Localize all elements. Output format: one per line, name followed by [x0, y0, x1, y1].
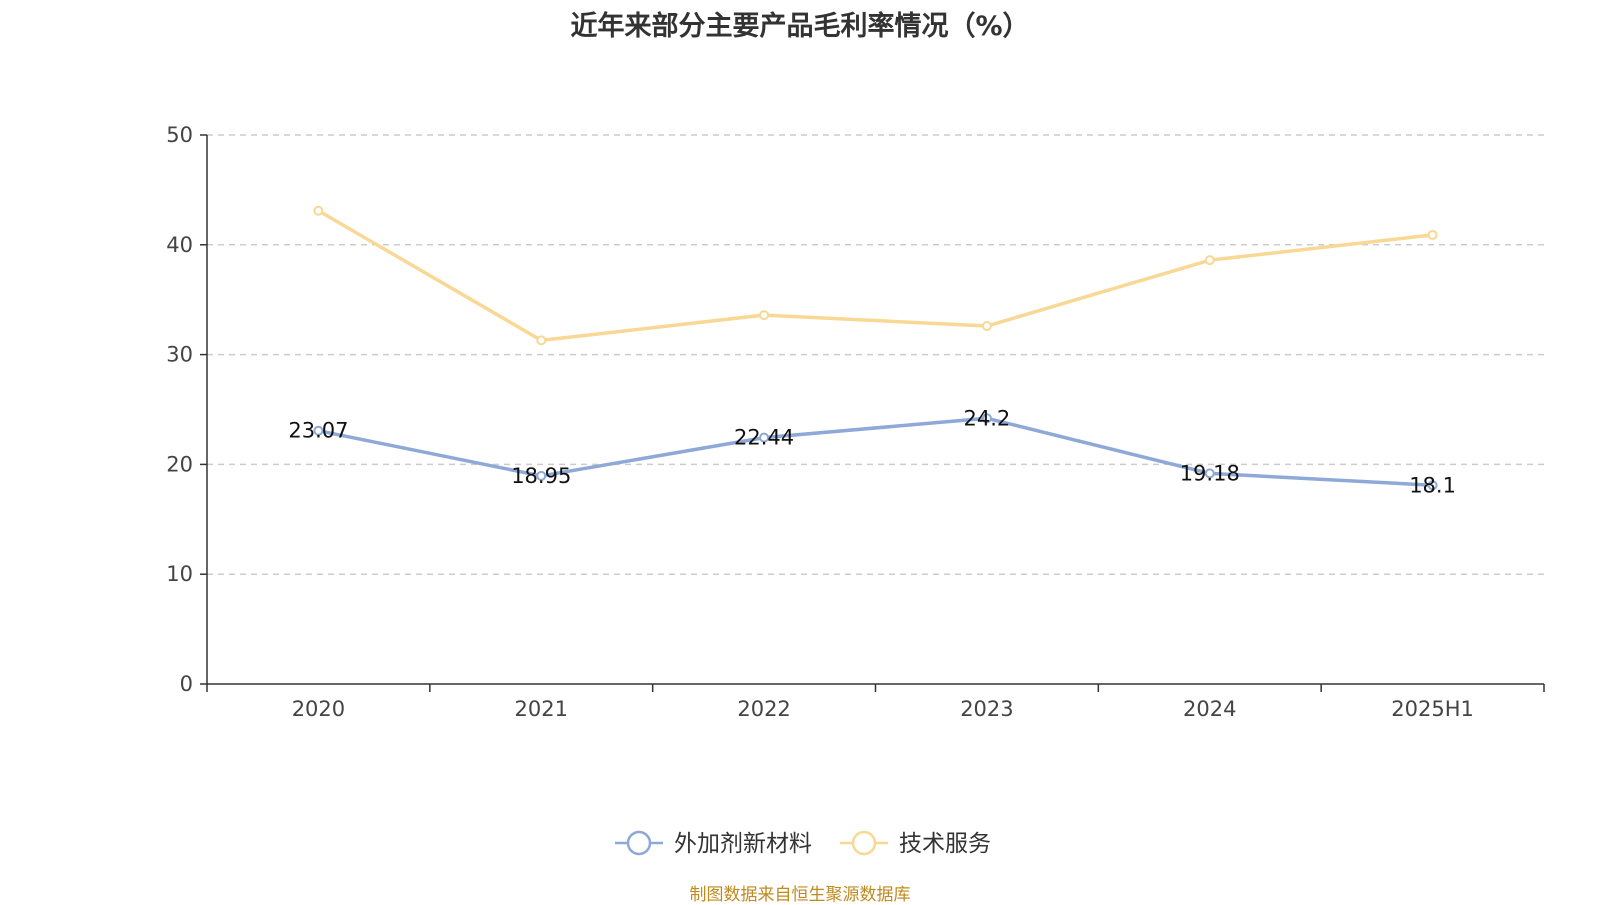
axes: 0 10 20 30 40 50 2020 2021 2022 2023 2024 2025H1 [166, 123, 1545, 721]
legend-label: 技术服务 [899, 831, 991, 857]
series-line-1 [318, 416, 1433, 488]
legend-marker-icon [626, 830, 652, 856]
series-line-2 [317, 209, 1433, 343]
legend: 外加剂新材料 技术服务 [615, 830, 991, 857]
data-point [981, 413, 992, 424]
y-tick-label: 40 [166, 233, 193, 257]
data-point [1204, 255, 1215, 266]
legend-label: 外加剂新材料 [674, 831, 812, 857]
data-label: 18.1 [1409, 473, 1456, 497]
x-tick-label: 2020 [292, 697, 345, 721]
data-point [759, 432, 770, 443]
footer-source: 制图数据来自恒生聚源数据库 [689, 885, 911, 905]
legend-marker-icon [851, 830, 877, 856]
chart-title: 近年来部分主要产品毛利率情况（%） [570, 11, 1030, 42]
y-tick-label: 0 [180, 672, 193, 696]
data-point [313, 425, 324, 436]
y-tick-label: 50 [166, 123, 193, 147]
data-label: 18.95 [511, 464, 571, 488]
data-labels: 23.07 18.95 22.44 24.2 19.18 18.1 [288, 406, 1456, 497]
x-tick-label: 2021 [515, 697, 568, 721]
x-tick-label: 2025H1 [1391, 697, 1474, 721]
x-tick-label: 2023 [960, 697, 1013, 721]
data-point [1427, 480, 1438, 491]
gridlines [207, 134, 1544, 575]
x-tick-label: 2022 [737, 697, 790, 721]
data-point [981, 321, 992, 332]
data-point [313, 205, 324, 216]
data-label: 24.2 [964, 406, 1011, 430]
data-label: 23.07 [288, 419, 348, 443]
data-point [1427, 229, 1438, 240]
data-point [536, 335, 547, 346]
data-point [759, 310, 770, 321]
y-tick-label: 30 [166, 343, 193, 367]
data-label: 22.44 [734, 426, 794, 450]
data-point [536, 470, 547, 481]
data-point [1204, 468, 1215, 479]
y-tick-label: 10 [166, 562, 193, 586]
x-tick-label: 2024 [1183, 697, 1236, 721]
data-label: 19.18 [1180, 461, 1240, 485]
y-tick-label: 20 [166, 452, 193, 476]
series [313, 205, 1438, 491]
